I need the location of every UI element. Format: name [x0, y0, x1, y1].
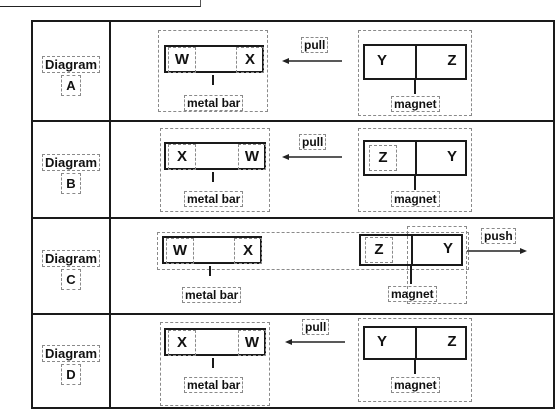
magnet-caption: magnet: [391, 377, 440, 393]
bar-left-end: X: [168, 144, 196, 170]
bar-pointer: [209, 266, 211, 276]
pull-arrow-icon: [282, 56, 342, 66]
bar-right-end: W: [238, 144, 266, 170]
diagram-table: [31, 20, 555, 409]
magnet-divider: [415, 142, 417, 176]
bar-pointer: [212, 172, 214, 182]
magnet-left-pole: Y: [376, 52, 387, 69]
metal-bar: X W: [164, 142, 266, 170]
magnet-right-pole: Z: [447, 52, 457, 69]
bar-pointer: [212, 75, 214, 85]
bar-left-end: W: [166, 238, 194, 264]
bar-right-end: W: [238, 330, 266, 356]
magnet-right-pole: Y: [446, 148, 457, 165]
row-divider-1: [31, 120, 555, 122]
magnet: Z Y: [359, 234, 463, 266]
metal-bar-caption: metal bar: [184, 95, 244, 111]
magnet-right-pole: Y: [442, 240, 453, 257]
bar-left-end: W: [168, 47, 196, 73]
row-divider-2: [31, 217, 555, 219]
magnet-caption: magnet: [391, 96, 440, 112]
diagram-label-word: Diagram: [41, 56, 101, 73]
magnet-caption: magnet: [391, 191, 440, 207]
push-arrow-icon: [467, 246, 527, 256]
metal-bar-region: [160, 322, 270, 406]
pull-arrow-icon: [282, 152, 342, 162]
metal-bar: W X: [164, 45, 264, 73]
diagram-label: Diagram D: [40, 344, 102, 385]
bar-pointer: [212, 358, 214, 368]
magnet-left-pole: Z: [369, 145, 397, 171]
diagram-label-letter: C: [61, 269, 81, 290]
metal-bar-caption: metal bar: [184, 377, 244, 393]
magnet-left-pole: Z: [365, 237, 393, 263]
magnet-right-pole: Z: [447, 333, 457, 350]
diagram-label: Diagram C: [40, 249, 102, 290]
diagram-label-word: Diagram: [41, 345, 101, 362]
magnet-pointer: [414, 176, 416, 190]
bar-right-end: X: [234, 238, 262, 264]
diagram-label-word: Diagram: [41, 250, 101, 267]
magnet-pointer: [410, 266, 412, 284]
magnet-divider: [411, 236, 413, 266]
magnet-region: [358, 30, 472, 116]
diagram-label-word: Diagram: [41, 154, 101, 171]
metal-bar: W X: [162, 236, 262, 264]
force-label: pull: [301, 37, 329, 53]
magnet-pointer: [414, 360, 416, 374]
metal-bar-caption: metal bar: [184, 191, 244, 207]
pull-arrow-icon: [285, 337, 345, 347]
metal-bar: X W: [164, 328, 266, 356]
magnet: Y Z: [363, 326, 467, 360]
diagram-label-letter: D: [61, 364, 81, 385]
magnet-caption: magnet: [388, 286, 437, 302]
magnet-left-pole: Y: [376, 333, 387, 350]
diagram-label: Diagram B: [40, 153, 102, 194]
magnet-region: [358, 128, 472, 212]
bar-right-end: X: [236, 47, 264, 73]
magnet-right-region: [407, 226, 467, 304]
row-divider-3: [31, 313, 555, 315]
magnet: Y Z: [363, 44, 467, 80]
force-label: pull: [299, 134, 327, 150]
magnet-divider: [415, 46, 417, 80]
metal-bar-region: [160, 128, 270, 212]
bar-left-end: X: [168, 330, 196, 356]
column-divider: [109, 20, 111, 409]
force-label: pull: [302, 319, 330, 335]
diagram-label-letter: A: [61, 75, 81, 96]
metal-bar-region: [158, 30, 268, 112]
magnet-divider: [415, 328, 417, 360]
magnet: Z Y: [363, 140, 467, 176]
force-label: push: [481, 228, 516, 244]
magnet-pointer: [414, 80, 416, 94]
top-text-fragment: [0, 0, 201, 7]
magnet-region: [358, 318, 472, 402]
metal-bar-caption: metal bar: [182, 287, 242, 303]
diagram-label: Diagram A: [40, 55, 102, 96]
diagram-label-letter: B: [61, 173, 81, 194]
